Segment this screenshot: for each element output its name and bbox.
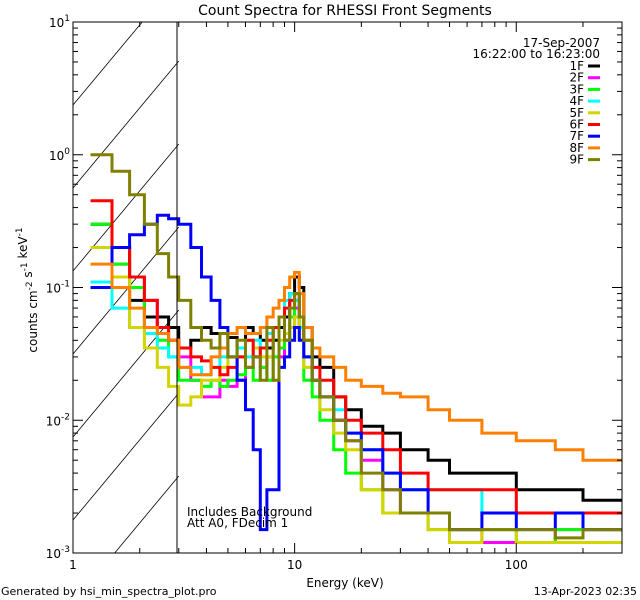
- series-7F: [90, 213, 622, 532]
- series-5F: [90, 246, 622, 544]
- time-range-label: 16:22:00 to 16:23:00: [473, 47, 600, 61]
- series-group: [90, 153, 622, 544]
- hatch-line: [114, 475, 180, 554]
- annotation-attenuator: Att A0, FDecim 1: [187, 516, 288, 530]
- series-3F: [90, 222, 622, 544]
- legend-label-9F: 9F: [569, 153, 584, 167]
- hatch-line: [72, 392, 180, 521]
- hatch-line: [72, 21, 143, 106]
- hatch-line: [72, 60, 180, 189]
- x-tick-label: 1: [69, 558, 77, 572]
- annotation-background: Includes Background: [187, 505, 312, 519]
- series-1F: [90, 222, 622, 502]
- y-axis-label: counts cm-2 s-1 keV-1: [15, 227, 40, 352]
- legend-label-2F: 2F: [569, 71, 584, 85]
- x-tick-label: 10: [287, 558, 302, 572]
- x-tick-labels: 1 10 100: [69, 558, 528, 572]
- y-tick-label: 10-3: [46, 545, 70, 561]
- series-2F: [90, 246, 622, 544]
- legend-label-7F: 7F: [569, 129, 584, 143]
- legend-label-8F: 8F: [569, 141, 584, 155]
- x-tick-label: 100: [505, 558, 528, 572]
- y-tick-label: 10-1: [46, 280, 70, 296]
- y-tick-labels: 101 100 10-1 10-2 10-3: [46, 14, 71, 561]
- chart-title: Count Spectra for RHESSI Front Segments: [198, 3, 492, 19]
- legend-label-1F: 1F: [569, 59, 584, 73]
- series-8F: [90, 262, 622, 462]
- y-tick-label: 101: [49, 14, 70, 30]
- footer-timestamp: 13-Apr-2023 02:35: [534, 585, 637, 598]
- series-4F: [90, 280, 622, 515]
- legend-label-5F: 5F: [569, 106, 584, 120]
- legend-label-3F: 3F: [569, 82, 584, 96]
- y-tick-label: 100: [49, 147, 70, 163]
- x-axis-label: Energy (keV): [306, 576, 383, 590]
- hatch-line: [72, 226, 180, 355]
- hatched-region: [72, 21, 180, 554]
- footer-generated-by: Generated by hsi_min_spectra_plot.pro: [1, 585, 217, 598]
- y-tick-label: 10-2: [46, 412, 70, 428]
- hatch-line: [72, 143, 180, 272]
- date-label: 17-Sep-2007: [523, 36, 600, 50]
- legend-label-6F: 6F: [569, 118, 584, 132]
- axis-ticks: [72, 22, 623, 554]
- series-9F: [90, 153, 622, 540]
- legend-label-4F: 4F: [569, 94, 584, 108]
- hatch-line: [72, 309, 180, 438]
